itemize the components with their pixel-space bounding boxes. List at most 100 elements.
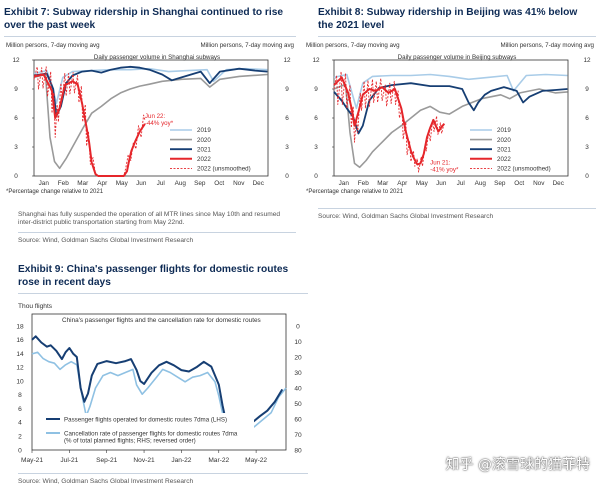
exhibit7-source: Source: Wind, Goldman Sachs Global Inves… (18, 237, 194, 244)
y-tick-right: 3 (285, 144, 289, 151)
watermark: 知乎 @滚雪球的猫菲特 (445, 457, 590, 473)
right-axis-label: Million persons, 7-day moving avg (200, 42, 294, 49)
series-line-2020 (333, 83, 568, 169)
y-tick-right: 0 (285, 173, 289, 180)
x-tick-label: May-22 (245, 457, 267, 464)
x-tick-label: Nov (533, 180, 545, 187)
y-tick-left: 8 (18, 392, 22, 399)
series-line-2021 (333, 82, 568, 135)
y-tick-right: 0 (296, 323, 300, 330)
annotation-text: -41% yoy* (430, 166, 459, 173)
exhibit8-source-divider (318, 208, 596, 209)
legend-label: Passenger flights operated for domestic … (64, 416, 227, 423)
y-tick-right: 12 (583, 57, 591, 64)
x-tick-label: Sep (494, 180, 506, 187)
x-tick-label: May-21 (21, 457, 43, 464)
y-tick-right: 9 (585, 86, 589, 93)
legend-label: 2022 (497, 156, 511, 163)
x-tick-label: Nov (233, 180, 245, 187)
legend-label: 2022 (unsmoothed) (497, 166, 551, 173)
y-tick-left: 0 (18, 447, 22, 454)
series-line-2022-unsmoothed- (33, 66, 146, 177)
y-tick-right: 10 (294, 339, 302, 346)
x-tick-label: Jul (457, 180, 465, 187)
x-tick-label: Jun (436, 180, 447, 187)
y-tick-left: 6 (18, 406, 22, 413)
y-tick-left: 9 (14, 86, 18, 93)
left-axis-label: Million persons, 7-day moving avg (6, 42, 100, 49)
legend-label: 2021 (497, 146, 511, 153)
exhibit9-source: Source: Wind, Goldman Sachs Global Inves… (18, 478, 194, 485)
x-tick-label: Jan (339, 180, 350, 187)
y-tick-right: 70 (294, 432, 302, 439)
exhibit9-divider (18, 293, 308, 294)
inner-chart-title: Daily passenger volume in Shanghai subwa… (94, 54, 220, 61)
x-tick-label: Mar (77, 180, 89, 187)
y-tick-left: 14 (16, 351, 24, 358)
exhibit9-source-divider (18, 473, 308, 474)
y-tick-right: 6 (585, 115, 589, 122)
x-tick-label: Feb (58, 180, 69, 187)
y-tick-left: 12 (12, 57, 20, 64)
exhibit9-title: Exhibit 9: China's passenger flights for… (18, 264, 289, 288)
exhibit8-source: Source: Wind, Goldman Sachs Global Inves… (318, 213, 494, 220)
x-tick-label: Apr (97, 180, 108, 187)
y-tick-left: 6 (314, 115, 318, 122)
legend-label: Cancellation rate of passenger flights f… (64, 430, 238, 437)
y-tick-left: 3 (314, 144, 318, 151)
x-tick-label: Oct (514, 180, 524, 187)
x-tick-label: Aug (175, 180, 187, 187)
x-tick-label: Mar-22 (208, 457, 229, 464)
series-line-2019 (333, 73, 568, 110)
plot-frame (31, 313, 287, 451)
inner-chart-title: Daily passenger volume in Beijing subway… (398, 54, 517, 61)
y-tick-right: 60 (294, 416, 302, 423)
x-tick-label: May (416, 180, 429, 187)
x-tick-label: Aug (475, 180, 487, 187)
footnote: *Percentage change relative to 2021 (306, 189, 404, 195)
y-tick-left: 2 (18, 434, 22, 441)
legend-label: 2022 (197, 156, 211, 163)
x-tick-label: Apr (397, 180, 408, 187)
y-tick-right: 9 (285, 86, 289, 93)
series-line-2020 (33, 73, 268, 170)
y-tick-left: 10 (16, 378, 24, 385)
y-tick-right: 30 (294, 370, 302, 377)
y-tick-left: 12 (312, 57, 320, 64)
legend-label: 2022 (unsmoothed) (197, 166, 251, 173)
y-tick-left: 9 (314, 86, 318, 93)
exhibit7-divider (4, 36, 296, 37)
annotation-text: -44% yoy* (145, 120, 174, 127)
legend-label: 2020 (197, 137, 211, 144)
x-tick-label: Dec (253, 180, 265, 187)
x-tick-label: Jan-22 (171, 457, 191, 464)
y-tick-left: 3 (14, 144, 18, 151)
legend-label: 2021 (197, 146, 211, 153)
y-tick-right: 50 (294, 401, 302, 408)
y-tick-left: 0 (314, 173, 318, 180)
y-tick-right: 40 (294, 385, 302, 392)
y-tick-left: 12 (16, 365, 24, 372)
exhibit7-title: Exhibit 7: Subway ridership in Shanghai … (4, 7, 284, 31)
y-tick-left: 16 (16, 337, 24, 344)
y-tick-left: 18 (16, 323, 24, 330)
right-axis-label: Million persons, 7-day moving avg (500, 42, 594, 49)
annotation-text: Jun 21: (430, 159, 451, 166)
y-tick-right: 12 (283, 57, 291, 64)
y-tick-left: 0 (14, 173, 18, 180)
x-tick-label: Oct (214, 180, 224, 187)
legend-label: 2019 (497, 127, 511, 134)
x-tick-label: Sep-21 (96, 457, 118, 464)
x-tick-label: Jul-21 (60, 457, 78, 464)
y-tick-right: 0 (585, 173, 589, 180)
beijing-subway-chart: Million persons, 7-day moving avg Million… (306, 42, 595, 195)
x-tick-label: Sep (194, 180, 206, 187)
y-tick-right: 20 (294, 354, 302, 361)
legend-label: 2019 (197, 127, 211, 134)
y-tick-right: 6 (285, 115, 289, 122)
footnote: *Percentage change relative to 2021 (6, 189, 104, 195)
left-axis-label: Million persons, 7-day moving avg (306, 42, 400, 49)
exhibit7-source-divider (18, 232, 296, 233)
left-axis-label: Thou flights (18, 303, 53, 310)
x-tick-label: Dec (553, 180, 565, 187)
